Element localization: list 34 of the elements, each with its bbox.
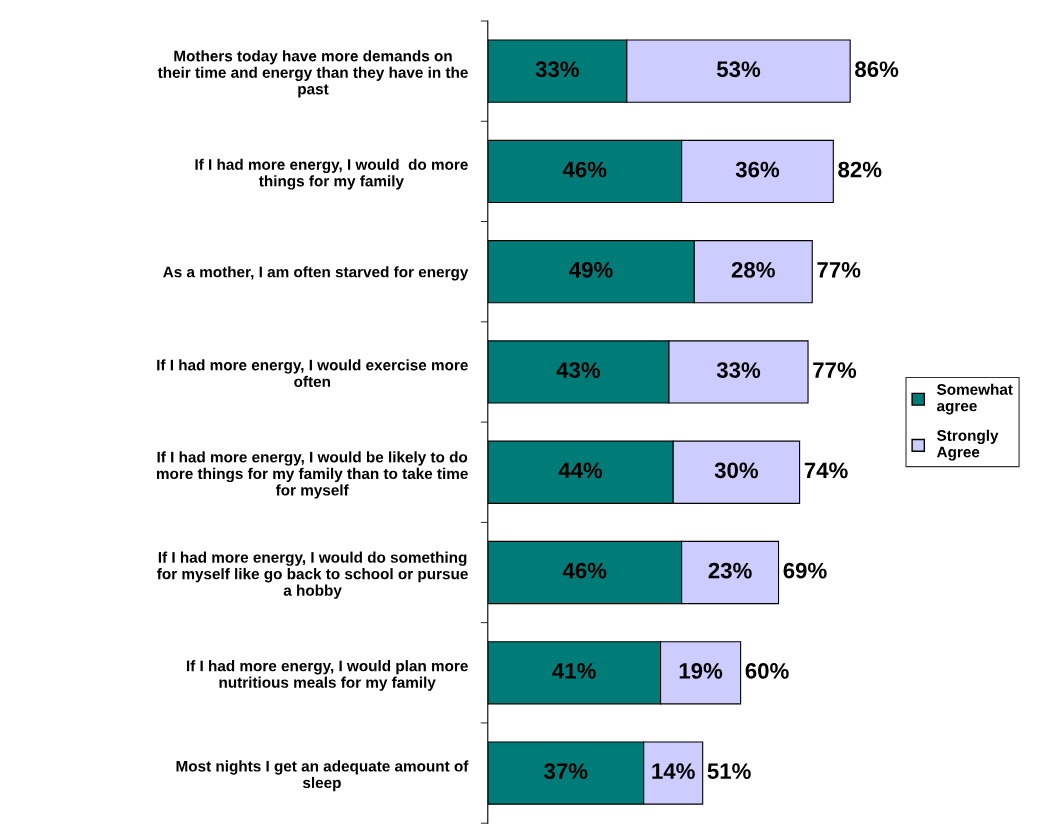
y-tick-label: Most nights I get an adequate amount of sleep — [176, 760, 469, 792]
data-label: 33% — [716, 362, 761, 378]
total-label: 77% — [813, 362, 857, 378]
total-label: 74% — [804, 462, 848, 479]
y-tick-label: If I had more energy, I would do something for myself like go back to school or pursue a hobby — [157, 551, 468, 599]
data-label: 14% — [652, 763, 695, 779]
y-tick-label: If I had more energy, I would do more things for my family — [195, 158, 468, 190]
total-label: 82% — [838, 161, 882, 178]
y-tick-label: Mothers today have more demands on their time and energy than they have in the past — [157, 50, 468, 98]
data-label: 37% — [544, 763, 588, 780]
data-label: 28% — [731, 261, 775, 278]
data-label: 36% — [735, 161, 780, 178]
total-label: 86% — [855, 61, 899, 78]
total-label: 51% — [707, 763, 751, 780]
data-label: 30% — [714, 462, 759, 479]
total-label: 77% — [817, 261, 861, 278]
data-label: 53% — [716, 61, 761, 78]
data-label: 43% — [556, 362, 601, 378]
legend-label: Strongly Agree — [936, 429, 999, 461]
total-label: 69% — [783, 562, 827, 579]
data-label: 46% — [562, 161, 607, 178]
y-tick-label: If I had more energy, I would exercise more often — [157, 359, 468, 388]
y-tick-label: If I had more energy, I would be likely to do more things for my family than to take time for myself — [156, 451, 468, 499]
data-label: 19% — [679, 663, 723, 679]
y-tick-label: As a mother, I am often starved for energy — [163, 266, 469, 281]
y-tick-label: If I had more energy, I would plan more nutritious meals for my family — [186, 660, 468, 691]
data-label: 46% — [562, 562, 607, 579]
data-label: 44% — [558, 462, 603, 479]
legend-label: Somewhat agree — [937, 383, 1013, 415]
data-label: 49% — [569, 261, 613, 278]
data-label: 23% — [708, 562, 752, 579]
total-label: 60% — [745, 663, 789, 679]
data-label: 41% — [552, 663, 596, 679]
data-label: 33% — [535, 61, 579, 78]
